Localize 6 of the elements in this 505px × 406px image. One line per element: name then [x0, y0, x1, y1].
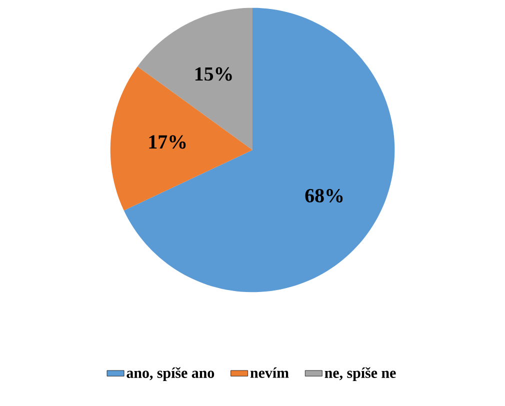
data-label: 68% [305, 188, 343, 202]
legend-label: nevím [250, 367, 289, 378]
data-label: 17% [149, 135, 186, 149]
legend-label: ne, spíše ne [324, 367, 396, 382]
legend-label: ano, spíše ano [126, 367, 214, 382]
data-label: 15% [195, 67, 232, 81]
